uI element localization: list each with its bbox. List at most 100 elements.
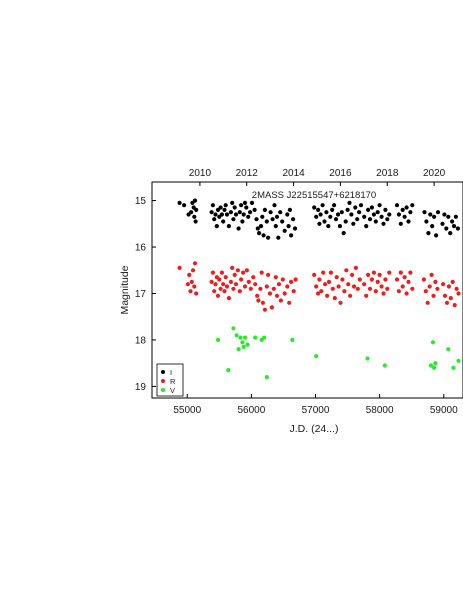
data-point	[255, 293, 260, 298]
data-point	[236, 226, 241, 231]
data-point	[369, 277, 374, 282]
data-point	[228, 279, 233, 284]
data-point	[332, 203, 337, 208]
data-point	[286, 224, 291, 229]
legend: IRV	[156, 363, 184, 397]
y-tick-label: 19	[135, 382, 147, 393]
data-point	[224, 212, 230, 217]
data-point	[266, 235, 271, 240]
data-point	[240, 219, 245, 224]
data-point	[344, 268, 349, 273]
data-point	[246, 279, 251, 284]
data-point	[273, 224, 278, 229]
data-point	[394, 203, 400, 208]
data-point	[260, 300, 265, 305]
top-tick-label: 2010	[189, 168, 212, 179]
data-point	[450, 279, 455, 284]
data-point	[371, 212, 376, 217]
data-point	[273, 275, 278, 280]
data-point	[381, 291, 386, 296]
data-point	[285, 212, 290, 217]
data-point	[343, 219, 348, 224]
data-point	[408, 270, 413, 275]
data-point	[428, 363, 433, 368]
top-tick-label: 2014	[282, 168, 305, 179]
data-point	[241, 212, 246, 217]
data-point	[335, 212, 341, 217]
data-point	[293, 277, 298, 282]
data-point	[324, 210, 329, 215]
data-point	[242, 200, 248, 205]
data-point	[290, 337, 295, 342]
data-point	[314, 354, 319, 359]
data-point	[230, 200, 235, 205]
data-point	[435, 286, 440, 291]
data-point	[314, 214, 319, 219]
data-point	[192, 261, 198, 266]
data-point	[421, 277, 426, 282]
data-point	[222, 207, 227, 212]
data-point	[262, 207, 267, 212]
data-point	[314, 284, 319, 289]
x-axis-label: J.D. (24...)	[289, 423, 338, 435]
data-point	[237, 289, 242, 294]
y-axis-label: Magnitude	[119, 265, 131, 314]
data-point	[338, 300, 343, 305]
data-point	[224, 284, 230, 289]
data-point	[276, 235, 281, 240]
data-point	[367, 286, 373, 291]
data-point	[442, 293, 448, 298]
data-point	[269, 305, 274, 310]
data-point	[442, 212, 447, 217]
data-point	[210, 203, 215, 208]
data-point	[245, 342, 250, 347]
data-point	[336, 284, 341, 289]
data-point	[383, 207, 388, 212]
data-point	[323, 282, 328, 287]
data-point	[326, 279, 332, 284]
data-point	[262, 335, 267, 340]
data-point	[332, 296, 337, 301]
data-point	[446, 347, 451, 352]
data-point	[209, 279, 214, 284]
data-point	[266, 272, 271, 277]
data-point	[427, 284, 432, 289]
data-point	[233, 282, 239, 287]
data-point	[377, 272, 382, 277]
y-tick-label: 17	[135, 289, 147, 300]
data-point	[387, 212, 392, 217]
data-point	[287, 300, 292, 305]
data-point	[253, 335, 258, 340]
data-point	[441, 282, 446, 287]
data-point	[192, 214, 197, 219]
data-point	[187, 272, 192, 277]
legend-entries: IRV	[161, 368, 176, 395]
data-point	[278, 210, 283, 215]
data-point	[231, 286, 236, 291]
data-point	[410, 286, 415, 291]
data-point	[440, 221, 445, 226]
data-point	[177, 265, 182, 270]
data-point	[434, 233, 439, 238]
data-point	[339, 210, 344, 215]
data-point	[328, 270, 333, 275]
data-point	[333, 217, 339, 222]
data-point	[435, 210, 441, 215]
data-point	[185, 282, 190, 287]
data-point	[453, 214, 458, 219]
x-tick-label: 57000	[302, 405, 330, 416]
data-point	[177, 200, 182, 205]
data-point	[257, 231, 262, 236]
data-point	[448, 296, 453, 301]
data-point	[248, 286, 253, 291]
series-I	[177, 198, 460, 240]
data-point	[394, 277, 400, 282]
data-point	[353, 205, 358, 210]
data-point	[209, 210, 214, 215]
data-point	[345, 207, 350, 212]
data-point	[218, 205, 223, 210]
data-point	[451, 365, 456, 370]
data-point	[264, 375, 269, 380]
data-point	[364, 293, 369, 298]
